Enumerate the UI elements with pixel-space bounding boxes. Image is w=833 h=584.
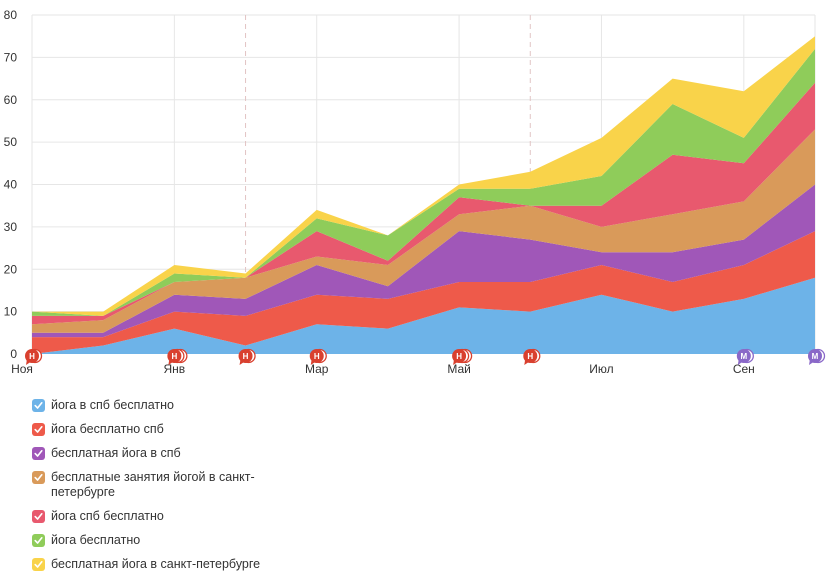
series-areas bbox=[32, 36, 815, 354]
y-tick-label: 70 bbox=[4, 50, 18, 64]
event-marker-letter: Н bbox=[243, 352, 249, 361]
legend-label: йога в спб бесплатно bbox=[51, 398, 174, 412]
event-marker-letter: Н bbox=[314, 352, 320, 361]
checkbox-checked-icon[interactable] bbox=[32, 558, 45, 571]
checkbox-checked-icon[interactable] bbox=[32, 510, 45, 523]
legend-item[interactable]: бесплатная йога в спб bbox=[32, 446, 292, 461]
legend-label: бесплатная йога в санкт-петербурге bbox=[51, 557, 261, 571]
event-marker[interactable]: М bbox=[736, 348, 754, 365]
series-area-5 bbox=[32, 82, 815, 325]
event-marker-letter: Н bbox=[456, 352, 462, 361]
event-marker[interactable]: Н bbox=[309, 348, 327, 365]
x-tick-label: Сен bbox=[733, 362, 755, 376]
legend-item[interactable]: бесплатные занятия йогой в санкт-петербу… bbox=[32, 470, 292, 500]
series-area-4 bbox=[32, 129, 815, 333]
series-area-3 bbox=[32, 184, 815, 338]
legend-item[interactable]: бесплатная йога в санкт-петербурге bbox=[32, 557, 292, 572]
event-marker-letter: Н bbox=[527, 352, 533, 361]
x-tick-label: Июл bbox=[589, 362, 613, 376]
y-axis: 0 10 20 30 40 50 60 70 80 bbox=[4, 8, 18, 361]
legend-label: йога спб бесплатно bbox=[51, 509, 164, 523]
checkbox-checked-icon[interactable] bbox=[32, 534, 45, 547]
legend-label: бесплатные занятия йогой в санкт-петербу… bbox=[51, 470, 255, 499]
legend-label: бесплатная йога в спб bbox=[51, 446, 181, 460]
series-area-2 bbox=[32, 231, 815, 354]
event-marker-letter: Н bbox=[29, 352, 35, 361]
legend-item[interactable]: йога бесплатно спб bbox=[32, 422, 292, 437]
y-tick-label: 30 bbox=[4, 220, 18, 234]
x-tick-label: Мар bbox=[305, 362, 329, 376]
checkbox-checked-icon[interactable] bbox=[32, 423, 45, 436]
y-tick-label: 20 bbox=[4, 262, 18, 276]
checkbox-checked-icon[interactable] bbox=[32, 471, 45, 484]
x-tick-label: Ноя bbox=[11, 362, 33, 376]
legend-item[interactable]: йога бесплатно bbox=[32, 533, 292, 548]
event-marker[interactable]: М bbox=[808, 348, 826, 365]
event-marker-letter: М bbox=[812, 352, 819, 361]
event-marker-letter: Н bbox=[171, 352, 177, 361]
event-marker[interactable]: Н bbox=[238, 348, 256, 365]
event-marker[interactable]: Н bbox=[25, 348, 43, 365]
legend-label: йога бесплатно bbox=[51, 533, 141, 547]
y-tick-label: 50 bbox=[4, 135, 18, 149]
legend-item[interactable]: йога в спб бесплатно bbox=[32, 398, 292, 413]
event-marker[interactable]: Н bbox=[452, 348, 473, 365]
y-tick-label: 0 bbox=[10, 347, 17, 361]
legend-item[interactable]: йога спб бесплатно bbox=[32, 509, 292, 524]
event-marker-letter: М bbox=[740, 352, 747, 361]
x-axis: Ноя Янв Мар Май Июл Сен bbox=[11, 362, 755, 376]
x-tick-label: Май bbox=[447, 362, 471, 376]
event-marker[interactable]: Н bbox=[167, 348, 188, 365]
y-tick-label: 80 bbox=[4, 8, 18, 22]
legend-label: йога бесплатно спб bbox=[51, 422, 164, 436]
checkbox-checked-icon[interactable] bbox=[32, 447, 45, 460]
event-marker[interactable]: Н bbox=[523, 348, 541, 365]
checkbox-checked-icon[interactable] bbox=[32, 399, 45, 412]
series-area-1 bbox=[32, 277, 815, 354]
y-tick-label: 60 bbox=[4, 93, 18, 107]
legend: йога в спб бесплатно йога бесплатно спб бе… bbox=[32, 398, 292, 581]
y-tick-label: 10 bbox=[4, 305, 18, 319]
x-tick-label: Янв bbox=[164, 362, 186, 376]
y-tick-label: 40 bbox=[4, 178, 18, 192]
